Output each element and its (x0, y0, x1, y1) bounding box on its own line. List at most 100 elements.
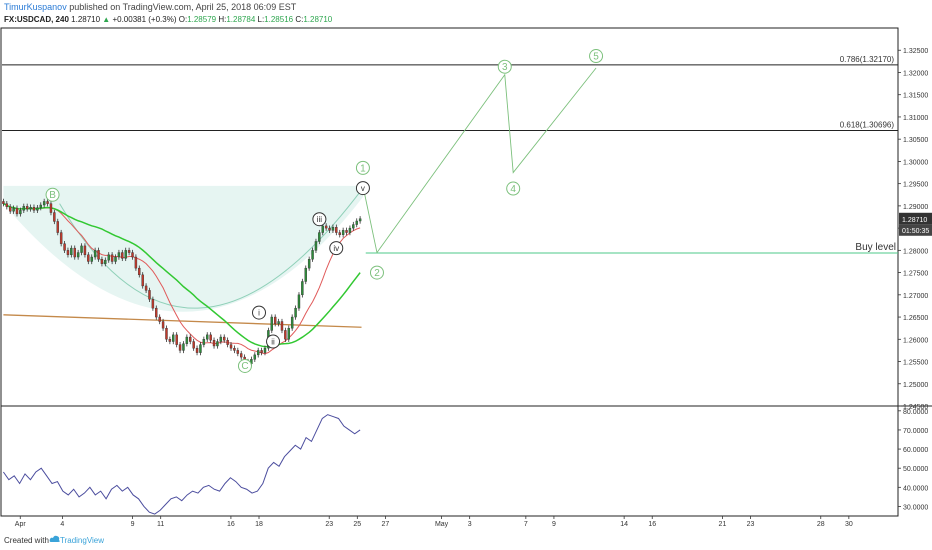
rsi-y-tick-label: 30.0000 (903, 504, 928, 511)
candle (39, 204, 42, 208)
symbol-label[interactable]: FX:USDCAD, 240 (4, 15, 69, 24)
x-tick-label: 23 (747, 521, 755, 528)
candle (117, 252, 121, 258)
candle (195, 347, 199, 353)
candle (229, 344, 233, 349)
y-tick-label: 1.26000 (903, 337, 928, 344)
rsi-y-tick-label: 40.0000 (903, 485, 928, 492)
wave-label-circle (252, 305, 267, 320)
wave-label-circle (355, 181, 370, 196)
y-tick-label: 1.24500 (903, 404, 928, 411)
wave-label-circle (312, 212, 327, 227)
candle (209, 334, 212, 341)
tradingview-brand[interactable]: TradingView (60, 536, 105, 545)
candle (90, 256, 93, 262)
candle (321, 225, 324, 233)
y-tick-label: 1.27000 (903, 293, 928, 300)
candle (124, 250, 127, 259)
candle (355, 220, 358, 225)
candle (87, 254, 90, 262)
rsi-y-tick-label: 60.0000 (903, 447, 928, 454)
candle (168, 339, 172, 342)
candle (335, 227, 338, 233)
author-link[interactable]: TimurKuspanov (4, 2, 67, 12)
close-label: C: (295, 15, 304, 24)
wave-label-circle (589, 49, 604, 64)
candle (297, 294, 301, 309)
x-tick-label: May (435, 521, 449, 528)
wave-label: v (361, 184, 365, 193)
wave-label: C (241, 361, 248, 372)
moving-average-green (3, 202, 361, 348)
candle (175, 334, 178, 345)
candle (324, 225, 328, 229)
last-price: 1.28710 (71, 15, 101, 24)
rsi-y-tick-label: 80.0000 (903, 409, 928, 416)
wave-label: 1 (360, 163, 366, 174)
tradingview-cloud-icon (49, 534, 61, 546)
wave-label-circle (266, 334, 281, 349)
candle (304, 267, 307, 282)
publish-text: published on TradingView.com, April 25, … (69, 2, 297, 12)
wave-label: B (49, 190, 56, 201)
candle (341, 230, 345, 235)
y-tick-label: 1.29000 (903, 204, 928, 211)
candle (233, 347, 236, 351)
x-tick-label: 21 (719, 521, 727, 528)
x-tick-label: 27 (381, 521, 389, 528)
candle (8, 206, 12, 212)
candle (100, 259, 104, 264)
wave-label: i (258, 309, 260, 318)
candle (280, 321, 284, 331)
candle (73, 247, 76, 258)
open-label: O: (178, 15, 188, 24)
countdown-badge (899, 224, 932, 236)
candle (63, 243, 66, 251)
candle (49, 203, 53, 213)
y-tick-label: 1.30500 (903, 137, 928, 144)
open-value: 1.28579 (187, 15, 217, 24)
candle (182, 343, 185, 351)
x-tick-label: 14 (620, 521, 628, 528)
change-arrow-icon: ▲ (102, 15, 111, 24)
candle (59, 232, 63, 244)
y-tick-label: 1.27500 (903, 271, 928, 278)
candle (83, 245, 87, 256)
x-tick-label: 23 (325, 521, 333, 528)
x-tick-label: 28 (817, 521, 825, 528)
candle (80, 245, 83, 253)
candle (260, 350, 263, 353)
candle (19, 210, 22, 215)
candle (256, 350, 260, 356)
candle (2, 201, 5, 204)
candle (352, 224, 355, 229)
x-tick-label: 9 (552, 521, 556, 528)
candle (141, 274, 144, 287)
candle (206, 334, 209, 340)
candle (53, 212, 56, 222)
y-tick-label: 1.29500 (903, 182, 928, 189)
rsi-y-tick-label: 70.0000 (903, 428, 928, 435)
candle (314, 241, 318, 251)
candle (42, 201, 46, 206)
candle (199, 344, 202, 353)
x-tick-label: 16 (648, 521, 656, 528)
candle (287, 327, 290, 340)
y-tick-label: 1.31000 (903, 115, 928, 122)
candle (301, 281, 304, 296)
candle (202, 339, 206, 345)
wave-label-circle (497, 59, 512, 74)
candle (114, 256, 117, 262)
wave-label-circle (506, 181, 521, 196)
price-badge (899, 212, 932, 225)
x-tick-label: 9 (131, 521, 135, 528)
candle (318, 232, 321, 242)
candle (348, 227, 352, 233)
candle (345, 230, 348, 233)
candle (294, 307, 297, 318)
candle (12, 207, 15, 212)
candle (185, 336, 189, 344)
fib-level-label: 0.786(1.32170) (840, 55, 895, 64)
fib-level-label: 0.618(1.30696) (840, 120, 895, 129)
